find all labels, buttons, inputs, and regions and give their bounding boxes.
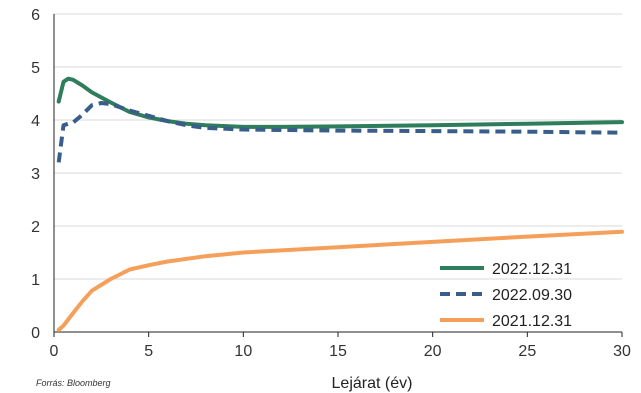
x-tick-label-20: 20	[424, 343, 442, 360]
legend-label-2022.12.31: 2022.12.31	[492, 261, 572, 278]
legend-label-2022.09.30: 2022.09.30	[492, 287, 572, 304]
y-tick-label-3: 3	[31, 166, 40, 183]
x-tick-label-5: 5	[144, 343, 153, 360]
y-tick-label-6: 6	[31, 7, 40, 24]
x-axis-label: Lejárat (év)	[332, 375, 413, 392]
x-tick-labels: 0 5 10 15 20 25 30	[50, 332, 631, 360]
series-line-2022.09.30	[56, 101, 623, 163]
legend: 2022.12.31 2022.09.30 2021.12.31	[440, 261, 572, 330]
y-tick-label-5: 5	[31, 60, 40, 77]
x-tick-label-15: 15	[329, 343, 347, 360]
x-tick-label-30: 30	[613, 343, 631, 360]
grid-lines	[54, 13, 622, 280]
legend-label-2021.12.31: 2021.12.31	[492, 313, 572, 330]
x-tick-label-25: 25	[518, 343, 536, 360]
source-note: Forrás: Bloomberg	[36, 378, 111, 388]
y-tick-label-0: 0	[31, 325, 40, 342]
x-tick-label-10: 10	[234, 343, 252, 360]
series-line-2022.12.31	[56, 76, 624, 129]
x-tick-label-0: 0	[50, 343, 59, 360]
y-tick-labels: 0 1 2 3 4 5 6	[31, 7, 40, 342]
series-lines	[56, 76, 624, 332]
y-tick-label-1: 1	[31, 272, 40, 289]
y-tick-label-2: 2	[31, 219, 40, 236]
series-line-2021.12.31	[56, 229, 624, 332]
y-tick-label-4: 4	[31, 113, 40, 130]
